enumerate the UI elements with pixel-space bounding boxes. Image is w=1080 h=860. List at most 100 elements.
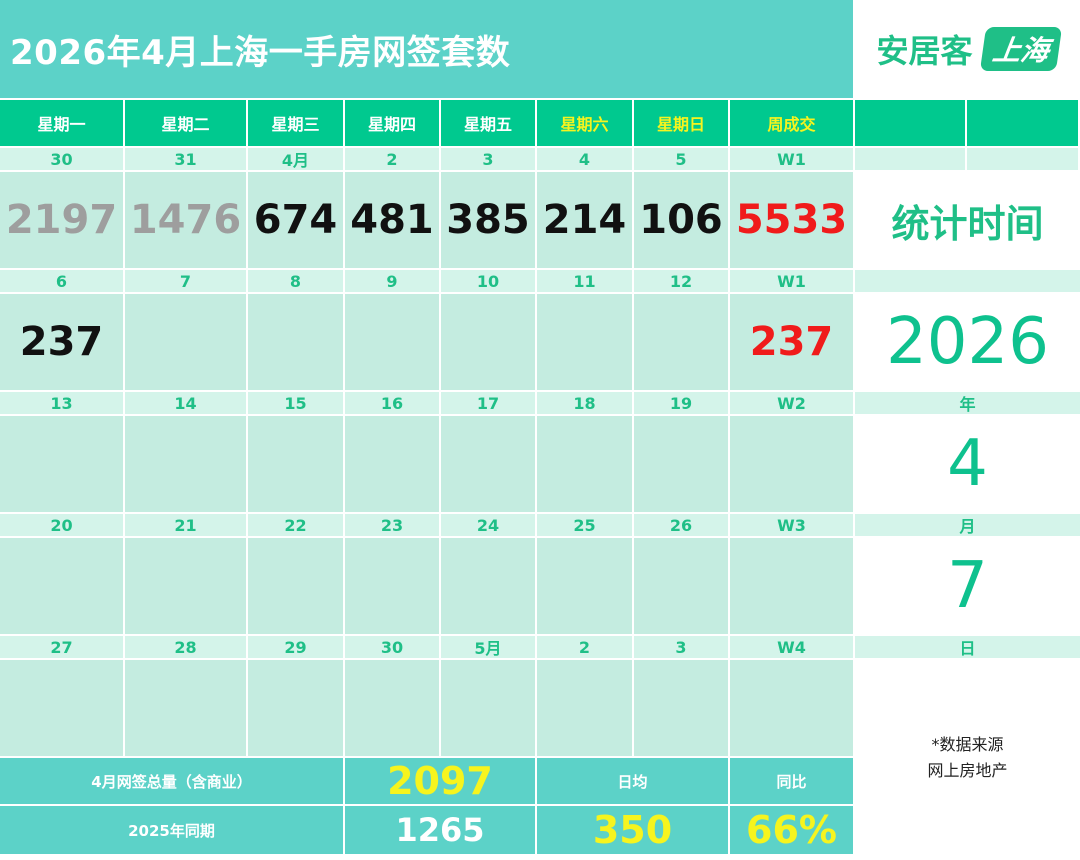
- date-cell: 11: [537, 270, 634, 294]
- summary-row-1: 4月网签总量（含商业） 2097 日均 同比: [0, 758, 855, 806]
- header-fri: 星期五: [441, 100, 537, 148]
- date-cell: 20: [0, 514, 125, 538]
- summary-row-2: 2025年同期 1265 350 66%: [0, 806, 855, 856]
- date-cell: 24: [441, 514, 537, 538]
- header-thu: 星期四: [345, 100, 441, 148]
- week-total-value: [730, 538, 855, 636]
- data-source: *数据来源 网上房地产: [855, 732, 1080, 784]
- day-value: [537, 538, 634, 636]
- last-year-label: 2025年同期: [0, 806, 345, 856]
- header-sun: 星期日: [634, 100, 730, 148]
- date-cell: 3: [634, 636, 730, 660]
- date-cell: 5月: [441, 636, 537, 660]
- date-cell: 28: [125, 636, 248, 660]
- value-row: [0, 416, 855, 514]
- total-value: 2097: [345, 758, 537, 806]
- date-cell: 5: [634, 148, 730, 172]
- day-value: 481: [345, 172, 441, 270]
- day-value: [537, 660, 634, 758]
- date-cell: 14: [125, 392, 248, 416]
- day-value: [345, 538, 441, 636]
- stat-year: 2026: [855, 294, 1080, 392]
- side-header: [855, 100, 1080, 148]
- day-value: [441, 294, 537, 392]
- day-value: [537, 294, 634, 392]
- day-value: [537, 416, 634, 514]
- date-cell: 31: [125, 148, 248, 172]
- day-value: [248, 660, 345, 758]
- side-subheader: [855, 148, 1080, 172]
- date-cell: 26: [634, 514, 730, 538]
- logo: 安居客 上海: [855, 0, 1080, 98]
- side-panel: 统计时间 2026 年 4 月 7 日: [855, 100, 1080, 660]
- weeks-container: 30 31 4月 2 3 4 5 W1 2197 1476 674 481 385 214 106 5533 6…: [0, 148, 855, 758]
- date-cell: 30: [345, 636, 441, 660]
- day-value: [441, 538, 537, 636]
- day-value: 2197: [0, 172, 125, 270]
- month-unit: 月: [855, 514, 1080, 538]
- week-label: W3: [730, 514, 855, 538]
- week-total-value: [730, 416, 855, 514]
- logo-badge: 上海: [979, 27, 1062, 71]
- calendar-grid: 星期一 星期二 星期三 星期四 星期五 星期六 星期日 周成交 30 31 4月 2 3…: [0, 100, 855, 856]
- date-cell: 6: [0, 270, 125, 294]
- day-value: [634, 538, 730, 636]
- date-cell: 17: [441, 392, 537, 416]
- day-value: 674: [248, 172, 345, 270]
- week-total-value: [730, 660, 855, 758]
- day-value: [125, 538, 248, 636]
- day-value: [634, 660, 730, 758]
- side-header-cell: [967, 100, 1080, 148]
- daily-avg-label: 日均: [537, 758, 730, 806]
- date-cell: 8: [248, 270, 345, 294]
- day-value: [248, 416, 345, 514]
- header-wed: 星期三: [248, 100, 345, 148]
- day-value: [0, 538, 125, 636]
- day-value: [441, 660, 537, 758]
- date-row: 27 28 29 30 5月 2 3 W4: [0, 636, 855, 660]
- week-label: W1: [730, 148, 855, 172]
- date-cell: 16: [345, 392, 441, 416]
- week-total-value: 5533: [730, 172, 855, 270]
- last-year-value: 1265: [345, 806, 537, 856]
- side-header-cell: [855, 100, 967, 148]
- date-cell: 2: [345, 148, 441, 172]
- year-unit: 年: [855, 392, 1080, 416]
- date-row: 6 7 8 9 10 11 12 W1: [0, 270, 855, 294]
- day-unit: 日: [855, 636, 1080, 660]
- source-line-2: 网上房地产: [927, 761, 1008, 780]
- date-cell: 23: [345, 514, 441, 538]
- day-value: [248, 294, 345, 392]
- week-label: W2: [730, 392, 855, 416]
- stat-time-label: 统计时间: [855, 172, 1080, 270]
- day-value: [0, 660, 125, 758]
- header-week-total: 周成交: [730, 100, 855, 148]
- week-total-value: 237: [730, 294, 855, 392]
- date-cell: 13: [0, 392, 125, 416]
- yoy-label: 同比: [730, 758, 855, 806]
- header-tue: 星期二: [125, 100, 248, 148]
- day-value: 237: [0, 294, 125, 392]
- header-row: 星期一 星期二 星期三 星期四 星期五 星期六 星期日 周成交: [0, 100, 855, 148]
- date-cell: 19: [634, 392, 730, 416]
- day-value: [125, 660, 248, 758]
- date-row: 20 21 22 23 24 25 26 W3: [0, 514, 855, 538]
- day-value: [0, 416, 125, 514]
- date-row: 30 31 4月 2 3 4 5 W1: [0, 148, 855, 172]
- header-sat: 星期六: [537, 100, 634, 148]
- date-cell: 22: [248, 514, 345, 538]
- page-title: 2026年4月上海一手房网签套数: [0, 0, 853, 98]
- date-cell: 9: [345, 270, 441, 294]
- week-label: W4: [730, 636, 855, 660]
- stat-day: 7: [855, 538, 1080, 636]
- total-label: 4月网签总量（含商业）: [0, 758, 345, 806]
- date-cell: 21: [125, 514, 248, 538]
- day-value: [634, 294, 730, 392]
- side-subheader-cell: [855, 148, 967, 172]
- value-row: [0, 660, 855, 758]
- side-strip: [855, 270, 1080, 294]
- side-subheader-cell: [967, 148, 1080, 172]
- day-value: [345, 660, 441, 758]
- date-cell: 30: [0, 148, 125, 172]
- day-value: 106: [634, 172, 730, 270]
